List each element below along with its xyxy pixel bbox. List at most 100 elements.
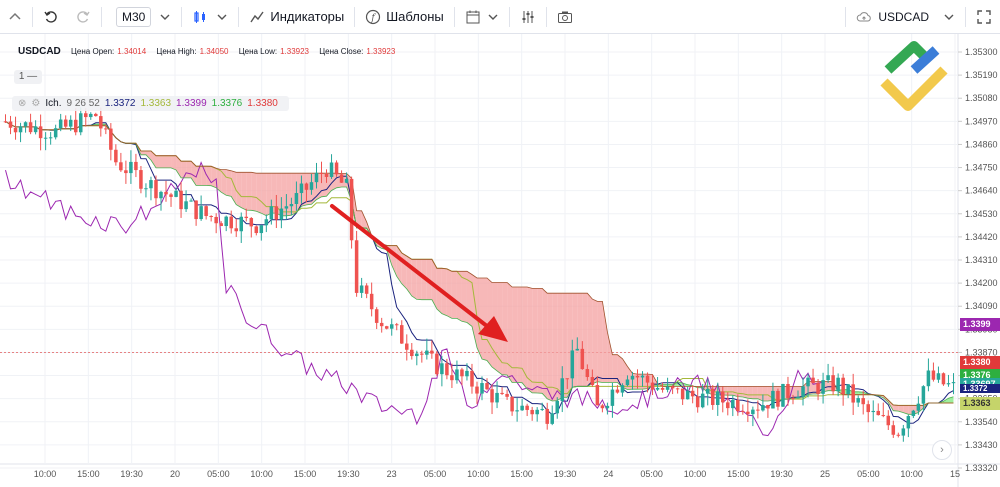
time-tick-label: 10:00 — [250, 469, 273, 479]
cloud-segment — [567, 293, 573, 398]
bear-candle — [791, 398, 795, 400]
time-tick-label: 05:00 — [207, 469, 230, 479]
templates-button[interactable]: f Шаблоны — [357, 0, 452, 34]
cloud-segment — [216, 168, 222, 193]
templates-label: Шаблоны — [386, 9, 444, 24]
bear-candle — [831, 375, 835, 392]
bull-candle — [68, 119, 73, 127]
cloud-segment — [898, 405, 904, 413]
bull-candle — [314, 172, 319, 183]
top-toolbar: M30 Индикаторы f Шаблоны USDCAD — [0, 0, 1000, 34]
bull-candle — [705, 388, 710, 394]
senkou-span-a-line — [5, 121, 954, 415]
cloud-segment — [176, 155, 182, 178]
bear-candle — [154, 180, 158, 199]
time-tick-label: 15:00 — [77, 469, 100, 479]
cloud-segment — [211, 166, 217, 188]
bear-candle — [680, 388, 685, 400]
cloud-segment — [391, 245, 397, 277]
bear-candle — [274, 206, 279, 220]
chart-area[interactable]: 1.35300 1.35190 1.35080 1.34970 1.34860 1.347… — [0, 34, 1000, 487]
scroll-to-realtime-button[interactable]: › — [932, 440, 952, 460]
indicators-button[interactable]: Индикаторы — [241, 0, 352, 34]
price-tick-label: 1.35300 — [965, 47, 998, 57]
close-value: 1.33923 — [366, 47, 396, 56]
bear-candle — [876, 410, 881, 416]
bear-candle — [324, 173, 329, 177]
bear-candle — [510, 396, 514, 412]
camera-button[interactable] — [549, 0, 581, 34]
close-indicator-icon[interactable]: ⊗ — [18, 98, 27, 109]
cloud-segment — [512, 286, 518, 383]
bull-candle — [946, 383, 951, 385]
cloud-segment — [522, 286, 528, 389]
price-tick-label: 1.34420 — [965, 232, 998, 242]
bear-candle — [896, 434, 901, 436]
bull-candle — [901, 428, 906, 436]
cloud-segment — [361, 210, 367, 229]
badge-kijun: 1.3363 — [960, 397, 1000, 410]
bull-candle — [630, 375, 635, 380]
high-value: 1.34050 — [199, 47, 229, 56]
cloud-segment — [155, 155, 161, 168]
bull-candle — [224, 216, 228, 227]
redo-button[interactable] — [67, 0, 99, 34]
bear-candle — [786, 383, 790, 399]
bull-candle — [806, 377, 810, 387]
cloud-segment — [517, 286, 523, 383]
bear-candle — [304, 183, 309, 190]
price-tick-label: 1.34090 — [965, 301, 998, 311]
undo-button[interactable] — [35, 0, 67, 34]
bull-candle — [415, 353, 419, 357]
collapse-toolbar-button[interactable] — [0, 0, 30, 34]
settings-button[interactable] — [512, 0, 544, 34]
bear-candle — [645, 375, 650, 383]
chevron-down-icon — [217, 14, 227, 20]
time-axis[interactable]: 10:00 15:00 19:30 20 05:00 10:00 15:00 19:30 23 0… — [34, 469, 960, 479]
bear-candle — [690, 390, 695, 397]
cloud-segment — [527, 286, 533, 393]
calendar-button[interactable] — [457, 0, 507, 34]
cloud-segment — [792, 386, 799, 399]
bull-candle — [78, 113, 83, 133]
bear-candle — [811, 377, 815, 384]
cloud-segment — [737, 386, 743, 397]
bear-candle — [660, 387, 665, 390]
bull-candle — [550, 413, 554, 424]
cloud-segment — [577, 293, 583, 387]
legend-symbol: USDCAD — [18, 46, 61, 57]
price-tick-label: 1.34860 — [965, 139, 998, 149]
cloud-segment — [537, 288, 543, 394]
pane-count-pill[interactable]: 1 — — [14, 70, 42, 84]
cloud-segment — [592, 299, 598, 384]
cloud-segment — [607, 332, 613, 383]
timeframe-selector[interactable]: M30 — [104, 0, 179, 34]
ichimoku-value-5: 1.3380 — [247, 98, 278, 109]
bear-candle — [721, 391, 725, 403]
high-label: Цена High: — [156, 47, 197, 56]
bull-candle — [781, 383, 785, 407]
bull-candle — [610, 389, 615, 406]
bull-candle — [159, 191, 163, 199]
price-tick-label: 1.34640 — [965, 186, 998, 196]
bear-candle — [741, 411, 745, 413]
bear-candle — [214, 216, 218, 224]
bear-candle — [766, 405, 770, 409]
settings-icon[interactable]: ⚙ — [31, 98, 41, 109]
chart-type-selector[interactable] — [184, 0, 236, 34]
fullscreen-button[interactable] — [968, 0, 1000, 34]
price-tick-label: 1.34970 — [965, 116, 998, 126]
kijun-sen-line — [5, 121, 954, 406]
chart-plot[interactable]: 1.35300 1.35190 1.35080 1.34970 1.34860 1.347… — [0, 34, 1000, 487]
cloud-icon — [857, 12, 872, 22]
symbol-search[interactable]: USDCAD — [848, 0, 963, 34]
bear-candle — [124, 170, 128, 174]
cloud-segment — [286, 173, 292, 216]
bull-candle — [515, 410, 519, 412]
time-tick-label: 23 — [387, 469, 397, 479]
bear-candle — [169, 194, 173, 197]
bear-candle — [38, 126, 43, 139]
ichimoku-legend[interactable]: ⊗ ⚙ Ich. 9 26 52 1.3372 1.3363 1.3399 1.… — [12, 96, 289, 111]
bull-candle — [520, 405, 524, 411]
bear-candle — [164, 191, 168, 195]
